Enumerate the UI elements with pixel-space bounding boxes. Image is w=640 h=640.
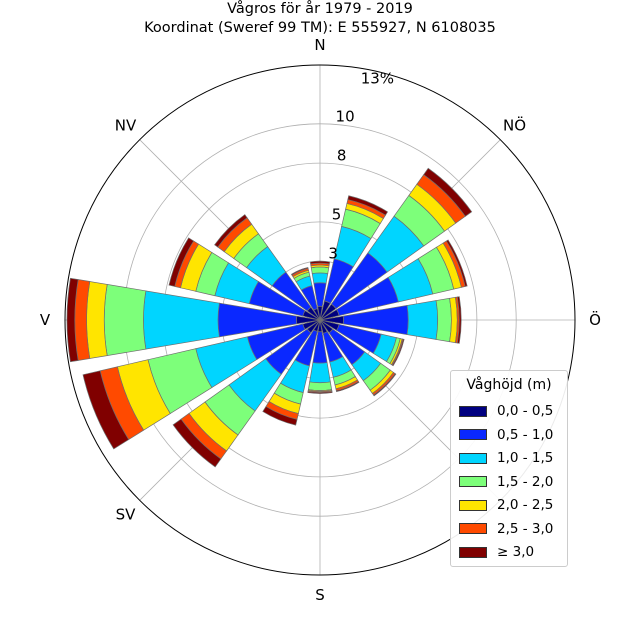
direction-label-no: NÖ xyxy=(503,116,526,135)
chart-subtitle: Koordinat (Sweref 99 TM): E 555927, N 61… xyxy=(144,20,496,36)
legend-swatch xyxy=(459,452,487,464)
chart-title: Vågros för år 1979 - 2019 xyxy=(227,1,413,17)
legend-item: 1,5 - 2,0 xyxy=(459,472,553,492)
bar-sector-12-bin-3 xyxy=(103,283,147,357)
legend-swatch xyxy=(459,405,487,417)
bar-sector-11-bin-6 xyxy=(82,370,130,450)
direction-label-n: N xyxy=(314,36,325,54)
legend-item: 0,5 - 1,0 xyxy=(459,425,553,445)
bar-sector-15-bin-6 xyxy=(290,267,309,276)
bar-sector-12-bin-4 xyxy=(86,281,108,359)
legend-label: 2,5 - 3,0 xyxy=(497,520,554,537)
bar-sector-8-bin-3 xyxy=(307,381,333,391)
ring-label-13: 13% xyxy=(361,70,394,88)
axis-labels: 3 5 8 10 13% N NÖ Ö S SV V NV xyxy=(40,36,601,604)
bar-sector-7-bin-6 xyxy=(335,381,360,393)
legend-swatch xyxy=(459,429,487,440)
legend-label: 1,0 - 1,5 xyxy=(497,450,554,466)
legend-label: 2,0 - 2,5 xyxy=(497,497,554,513)
legend-label: 1,5 - 2,0 xyxy=(497,473,554,490)
bar-sector-2-bin-6 xyxy=(423,167,473,217)
ring-label-8: 8 xyxy=(337,147,347,165)
bar-sector-8-bin-6 xyxy=(307,391,333,394)
direction-label-nv: NV xyxy=(115,117,137,135)
legend-swatch xyxy=(459,546,487,558)
bar-sector-4-bin-3 xyxy=(435,297,452,343)
legend: Våghöjd (m) 0,0 - 0,5 0,5 - 1,0 1,0 - 1,5 1… xyxy=(450,370,568,567)
bar-sector-0-bin-3 xyxy=(310,266,330,274)
bar-sector-8-bin-2 xyxy=(309,362,331,384)
bar-sector-12-bin-2 xyxy=(143,290,220,350)
legend-label: 0,0 - 0,5 xyxy=(497,403,554,419)
legend-swatch xyxy=(459,523,487,534)
legend-item: 2,5 - 3,0 xyxy=(459,519,553,539)
bar-sector-10-bin-6 xyxy=(172,418,222,468)
legend-label: 0,5 - 1,0 xyxy=(497,426,554,443)
legend-label: ≥ 3,0 xyxy=(497,544,535,560)
legend-swatch xyxy=(459,499,487,511)
ring-label-3: 3 xyxy=(328,244,338,262)
bar-sector-13-bin-6 xyxy=(168,237,195,287)
bar-sector-3-bin-6 xyxy=(445,239,468,287)
bar-sector-9-bin-6 xyxy=(262,406,298,426)
legend-title: Våghöjd (m) xyxy=(466,377,552,393)
legend-item: 0,0 - 0,5 xyxy=(459,401,553,421)
legend-item: 1,0 - 1,5 xyxy=(459,448,553,468)
legend-swatch xyxy=(459,476,487,487)
legend-item: 2,0 - 2,5 xyxy=(459,495,553,515)
bar-sector-4-bin-2 xyxy=(406,300,438,340)
direction-label-v: V xyxy=(40,311,51,329)
bar-sector-12-bin-6 xyxy=(66,277,79,363)
ring-label-5: 5 xyxy=(332,205,342,223)
bar-sector-14-bin-6 xyxy=(214,214,248,248)
direction-label-s: S xyxy=(315,586,325,604)
bar-sector-0-bin-2 xyxy=(311,272,329,284)
legend-item: ≥ 3,0 xyxy=(459,542,534,562)
bar-sector-0-bin-6 xyxy=(309,260,331,265)
ring-13 xyxy=(64,64,576,576)
rose-bars xyxy=(66,167,473,468)
direction-label-sv: SV xyxy=(116,506,137,524)
bar-sector-1-bin-6 xyxy=(347,195,389,216)
direction-label-o: Ö xyxy=(589,310,601,329)
bar-sector-6-bin-6 xyxy=(373,373,397,397)
ring-label-10: 10 xyxy=(336,108,355,126)
bar-sector-5-bin-6 xyxy=(391,338,405,367)
bar-sector-4-bin-6 xyxy=(456,296,462,344)
